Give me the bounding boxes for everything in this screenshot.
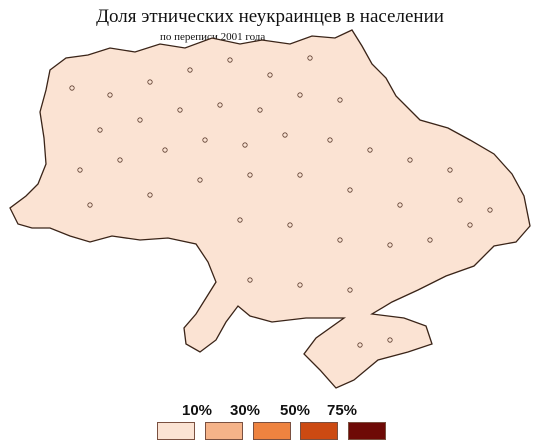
legend-threshold-75: 75% (327, 402, 358, 419)
city-marker (247, 277, 253, 283)
city-marker (337, 237, 343, 243)
map-subtitle: по переписи 2001 года (160, 31, 266, 43)
city-marker (347, 287, 353, 293)
city-marker (177, 107, 183, 113)
city-marker (287, 222, 293, 228)
city-marker (327, 137, 333, 143)
country-border (9, 29, 531, 389)
city-marker (137, 117, 143, 123)
city-marker (397, 202, 403, 208)
city-marker (427, 237, 433, 243)
city-marker (337, 97, 343, 103)
legend-swatch-5 (348, 422, 386, 440)
city-marker (87, 202, 93, 208)
city-marker (307, 55, 313, 61)
city-marker (447, 167, 453, 173)
city-marker (237, 217, 243, 223)
city-marker (147, 192, 153, 198)
city-marker (387, 337, 393, 343)
city-marker (217, 102, 223, 108)
city-marker (162, 147, 168, 153)
city-marker (387, 242, 393, 248)
city-marker (407, 157, 413, 163)
city-marker (187, 67, 193, 73)
city-marker (347, 187, 353, 193)
city-marker (107, 92, 113, 98)
city-marker (357, 342, 363, 348)
city-marker (97, 127, 103, 133)
city-marker (297, 92, 303, 98)
legend-threshold-30: 30% (230, 402, 261, 419)
legend-threshold-10: 10% (182, 402, 213, 419)
city-marker (267, 72, 273, 78)
legend-swatch-2 (205, 422, 243, 440)
city-marker (227, 57, 233, 63)
city-markers (69, 55, 493, 348)
city-marker (297, 282, 303, 288)
city-marker (367, 147, 373, 153)
legend-swatch-3 (253, 422, 291, 440)
city-marker (202, 137, 208, 143)
legend-swatch-4 (300, 422, 338, 440)
city-marker (197, 177, 203, 183)
city-marker (297, 172, 303, 178)
city-marker (467, 222, 473, 228)
city-marker (257, 107, 263, 113)
ukraine-choropleth-map (9, 29, 531, 389)
city-marker (457, 197, 463, 203)
city-marker (487, 207, 493, 213)
city-marker (77, 167, 83, 173)
city-marker (282, 132, 288, 138)
map-title: Доля этнических неукраинцев в населении (96, 6, 444, 27)
city-marker (117, 157, 123, 163)
legend-swatch-1 (157, 422, 195, 440)
city-marker (247, 172, 253, 178)
city-marker (242, 142, 248, 148)
city-marker (147, 79, 153, 85)
city-marker (69, 85, 75, 91)
legend-threshold-50: 50% (280, 402, 311, 419)
